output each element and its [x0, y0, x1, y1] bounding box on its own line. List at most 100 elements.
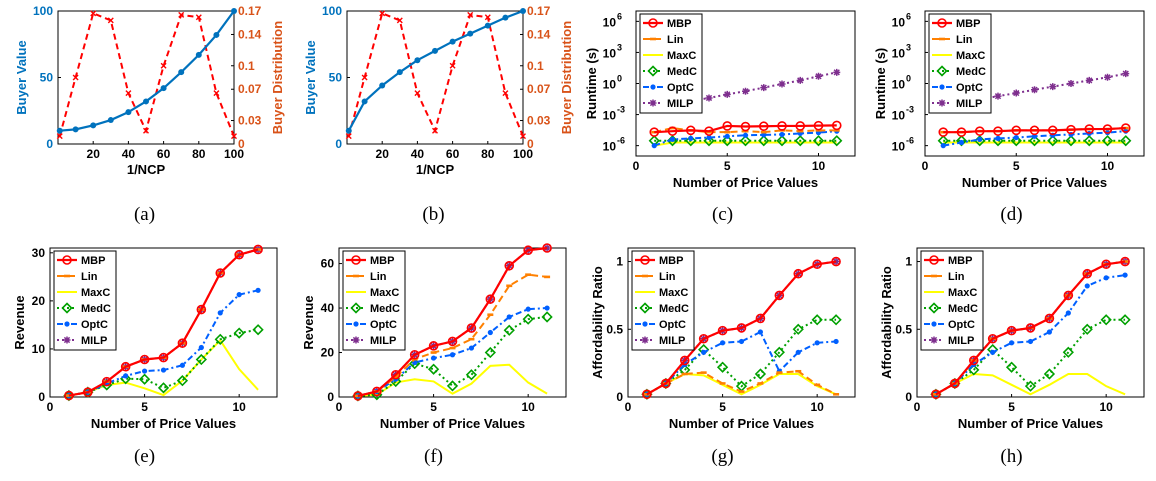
point-optc	[761, 132, 767, 138]
point-medc	[157, 382, 170, 394]
y-tick-label: 0	[616, 390, 623, 404]
y-tick-label-exponent: 6	[906, 11, 911, 21]
point-medc	[754, 368, 767, 380]
point-distribution	[160, 62, 167, 69]
point-optc	[738, 338, 745, 345]
y-tick-label: 0.5	[895, 322, 912, 336]
legend-marker-optc	[64, 321, 70, 327]
point-distribution	[107, 17, 114, 24]
x-tick-label: 80	[192, 147, 206, 161]
y-tick-label: 0.5	[606, 322, 623, 336]
point-mbp	[158, 352, 169, 363]
x-tick-label: 0	[625, 400, 632, 414]
point-value	[213, 31, 220, 38]
legend-label-optc: OptC	[948, 319, 975, 331]
legend: MBP Lin MaxC MedC OptC MILP	[928, 13, 992, 114]
x-tick-label: 10	[810, 400, 824, 414]
legend: MBP Lin MaxC MedC OptC MILP	[631, 250, 695, 351]
x-axis-label: Number of Price Values	[962, 175, 1107, 190]
legend-label-milp: MILP	[659, 335, 685, 347]
point-optc	[1046, 329, 1053, 335]
point-optc	[688, 135, 694, 142]
x-tick-label: 0	[914, 400, 921, 414]
point-mbp	[813, 120, 824, 131]
point-mbp	[1006, 325, 1017, 336]
point-milp	[796, 76, 804, 84]
caption-b: (b)	[422, 204, 445, 225]
point-mbp	[120, 361, 131, 372]
y-axis-label: Buyer Value	[14, 40, 29, 114]
legend-label-mbp: MBP	[370, 255, 394, 267]
x-axis-label: Number of Price Values	[669, 416, 814, 431]
y-tick-label-exponent: 0	[617, 74, 622, 84]
legend-label-medc: MedC	[370, 303, 400, 315]
x-tick-label: 5	[1013, 159, 1020, 173]
legend-label-mbp: MBP	[81, 255, 105, 267]
point-mbp	[777, 121, 787, 131]
point-medc	[716, 361, 729, 373]
legend-label-medc: MedC	[948, 303, 978, 315]
point-value	[178, 69, 185, 76]
x-tick-label: 0	[336, 400, 343, 414]
point-optc	[958, 139, 965, 146]
point-mbp	[1102, 124, 1113, 134]
point-mbp	[649, 127, 660, 137]
legend-marker-mbp	[937, 18, 947, 28]
point-milp	[994, 92, 1002, 100]
point-optc	[1065, 310, 1071, 316]
legend-label-lin: Lin	[370, 271, 387, 283]
point-mbp	[504, 260, 515, 271]
chart-panel-g: 0 5 10 0 0.5 1 Number of Price Values Affordabi…	[578, 240, 867, 480]
point-optc	[449, 352, 456, 358]
point-distribution	[484, 14, 491, 21]
plot-frame	[916, 247, 1145, 398]
point-optc	[255, 287, 261, 293]
point-mbp	[1044, 313, 1055, 324]
point-milp	[742, 87, 749, 95]
chart-panel-h: 0 5 10 0 0.5 1 Number of Price Values Affordabi…	[867, 240, 1156, 480]
series-line-lin	[357, 273, 548, 397]
x-tick-label: 20	[376, 147, 390, 161]
legend-marker-milp	[649, 99, 657, 107]
y-tick-label-base: 10	[892, 46, 906, 60]
point-optc	[217, 310, 223, 316]
legend-label-optc: OptC	[370, 319, 397, 331]
legend-label-medc: MedC	[81, 303, 111, 315]
legend-marker-mbp	[351, 255, 361, 265]
point-distribution	[379, 10, 386, 17]
point-medc	[1065, 135, 1077, 147]
legend-marker-medc	[61, 302, 73, 314]
point-mbp	[774, 290, 785, 301]
point-medc	[758, 135, 770, 147]
point-optc	[1031, 133, 1038, 139]
point-distribution	[396, 17, 403, 24]
legend-label-medc: MedC	[659, 303, 689, 315]
point-optc	[833, 338, 839, 345]
point-milp	[1104, 73, 1111, 81]
point-medc	[830, 314, 842, 326]
y-right-tick-label: 0.07	[527, 82, 551, 96]
legend-marker-optc	[650, 84, 656, 90]
point-mbp	[1047, 125, 1058, 136]
point-optc	[487, 329, 493, 336]
legend-label-maxc: MaxC	[948, 287, 977, 299]
point-mbp	[736, 323, 747, 333]
x-tick-label: 20	[87, 147, 101, 161]
series-line-maxc	[654, 141, 837, 147]
chart-svg-g: 0 5 10 0 0.5 1 Number of Price Values Affordabi…	[590, 247, 856, 431]
point-optc	[779, 131, 785, 138]
y-right-tick-label: 0.17	[527, 4, 551, 18]
point-medc	[1081, 323, 1093, 335]
point-optc	[1103, 275, 1109, 281]
point-optc	[742, 132, 749, 138]
y-tick-label: 50	[329, 71, 343, 85]
x-tick-label: 0	[47, 400, 54, 414]
point-optc	[1008, 340, 1015, 346]
point-optc	[1027, 338, 1034, 345]
legend-marker-medc	[928, 302, 940, 314]
caption-g: (g)	[711, 446, 734, 467]
point-value	[467, 30, 474, 37]
y-tick-label: 100	[322, 4, 342, 18]
point-optc	[757, 329, 764, 335]
plot-frame	[627, 247, 856, 398]
